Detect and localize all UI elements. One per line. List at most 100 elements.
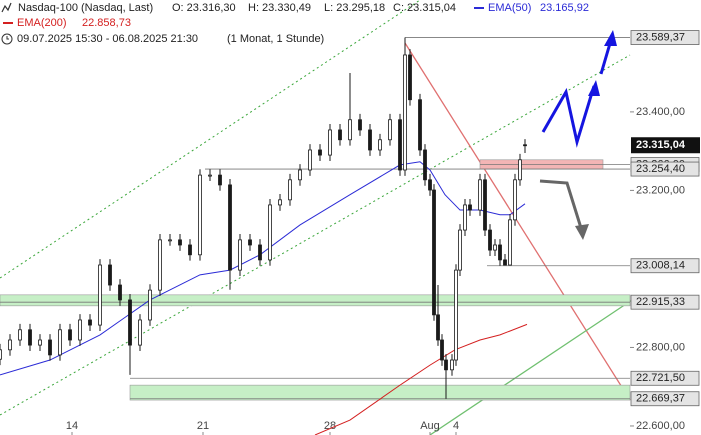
plot-area: 23.400,00 23.200,00 22.800,00 22.600,00 14 21… <box>0 0 685 435</box>
candle-body <box>388 119 392 141</box>
candle-body <box>228 184 232 271</box>
candle-body <box>138 319 142 346</box>
candle-body <box>450 359 454 371</box>
level-label: 22.721,50 <box>636 372 685 384</box>
candle-body <box>128 299 132 346</box>
x-tick-label: 21 <box>197 420 209 432</box>
candle-body <box>468 204 472 211</box>
y-tick-label: 23.400,00 <box>636 106 685 118</box>
scenario-arrow-up <box>541 85 596 148</box>
scenario-arrow-down <box>539 179 583 229</box>
candle-body <box>454 269 458 361</box>
candle-body <box>148 289 152 321</box>
ohlc-open: O: 23.316,30 <box>172 2 236 14</box>
candle-body <box>358 119 362 131</box>
channel-lower <box>0 54 631 416</box>
candle-body <box>48 339 52 356</box>
chart-icon <box>1 2 12 13</box>
candle-body <box>440 339 444 361</box>
candle-body <box>238 239 242 271</box>
candle-body <box>436 314 440 341</box>
zone <box>0 294 631 307</box>
candle-body <box>268 204 272 261</box>
clock-icon <box>1 33 13 45</box>
channel-upper <box>0 0 421 279</box>
level-label-box <box>630 294 700 310</box>
level-label-box <box>630 391 700 407</box>
candle-body <box>208 174 212 177</box>
candle-body <box>338 129 342 141</box>
candle-body <box>28 329 32 346</box>
candle-body <box>108 264 112 286</box>
level-label: 22.669,37 <box>636 393 685 405</box>
candle-body <box>298 169 302 181</box>
trend-line-down <box>404 42 631 401</box>
candle-body <box>518 159 522 181</box>
candle-body <box>188 244 192 256</box>
candle-body <box>488 229 492 251</box>
trend-line-up <box>429 299 633 435</box>
y-tick-label: 23.200,00 <box>636 184 685 196</box>
level-label: 23.254,40 <box>636 163 685 175</box>
y-tick-label: 22.600,00 <box>636 420 685 432</box>
candle-body <box>513 179 517 221</box>
candle-body <box>444 359 448 371</box>
candle-body <box>368 129 372 151</box>
level-label: 22.915,33 <box>636 296 685 308</box>
candle-body <box>288 179 292 201</box>
legend-value: 23.165,92 <box>540 2 589 14</box>
candle-body <box>158 239 162 291</box>
ohlc-close: C: 23.315,04 <box>393 2 456 14</box>
ohlc-high: H: 23.330,49 <box>248 2 311 14</box>
arrow-head <box>604 30 617 46</box>
candle-body <box>483 179 487 231</box>
candle-body <box>198 174 202 256</box>
candle-body <box>428 179 432 191</box>
candle-body <box>168 239 172 242</box>
candle-body <box>218 174 222 186</box>
legend-label: EMA(50) <box>488 2 531 14</box>
candle-body <box>432 189 436 316</box>
candle-body <box>98 264 102 326</box>
candle-body <box>318 149 322 156</box>
candle-body <box>408 54 412 101</box>
x-tick-label: 4 <box>453 420 459 432</box>
arrow-head <box>575 224 589 240</box>
candle-body <box>523 144 527 147</box>
candle-body <box>328 129 332 156</box>
candle-body <box>178 239 182 246</box>
level-label-box <box>630 258 700 274</box>
candle-body <box>68 329 72 341</box>
level-label: 23.008,14 <box>636 260 685 272</box>
ohlc-low: L: 23.295,18 <box>324 2 385 14</box>
candle-body <box>493 244 497 251</box>
x-tick-label: 28 <box>324 420 336 432</box>
y-tick-label: 22.800,00 <box>636 341 685 353</box>
candle-body <box>8 339 12 351</box>
candle-body <box>403 54 407 171</box>
level-label-box <box>630 30 700 45</box>
candle-body <box>348 119 352 141</box>
candle-body <box>508 219 512 266</box>
candle-body <box>503 259 507 266</box>
level-label: 23.589,37 <box>636 31 685 43</box>
legend-value: 22.858,73 <box>82 17 131 29</box>
legend-label: EMA(200) <box>17 17 67 29</box>
header: Nasdaq-100 (Nasdaq, Last) O: 23.316,30 H… <box>1 2 589 45</box>
candle-body <box>478 179 482 211</box>
candle-body <box>0 349 2 360</box>
candle-body <box>378 139 382 151</box>
candle-body <box>18 329 22 341</box>
candle-body <box>248 239 252 246</box>
candle-body <box>78 319 82 341</box>
clock-hand <box>6 36 9 40</box>
last-price-label: 23.315,04 <box>636 139 686 151</box>
candle-body <box>458 229 462 271</box>
instrument-title: Nasdaq-100 (Nasdaq, Last) <box>18 2 153 14</box>
date-range: 09.07.2025 15:30 - 06.08.2025 21:30 <box>17 33 198 45</box>
period: (1 Monat, 1 Stunde) <box>227 33 324 45</box>
candle-body <box>278 199 282 206</box>
zone <box>129 384 631 401</box>
